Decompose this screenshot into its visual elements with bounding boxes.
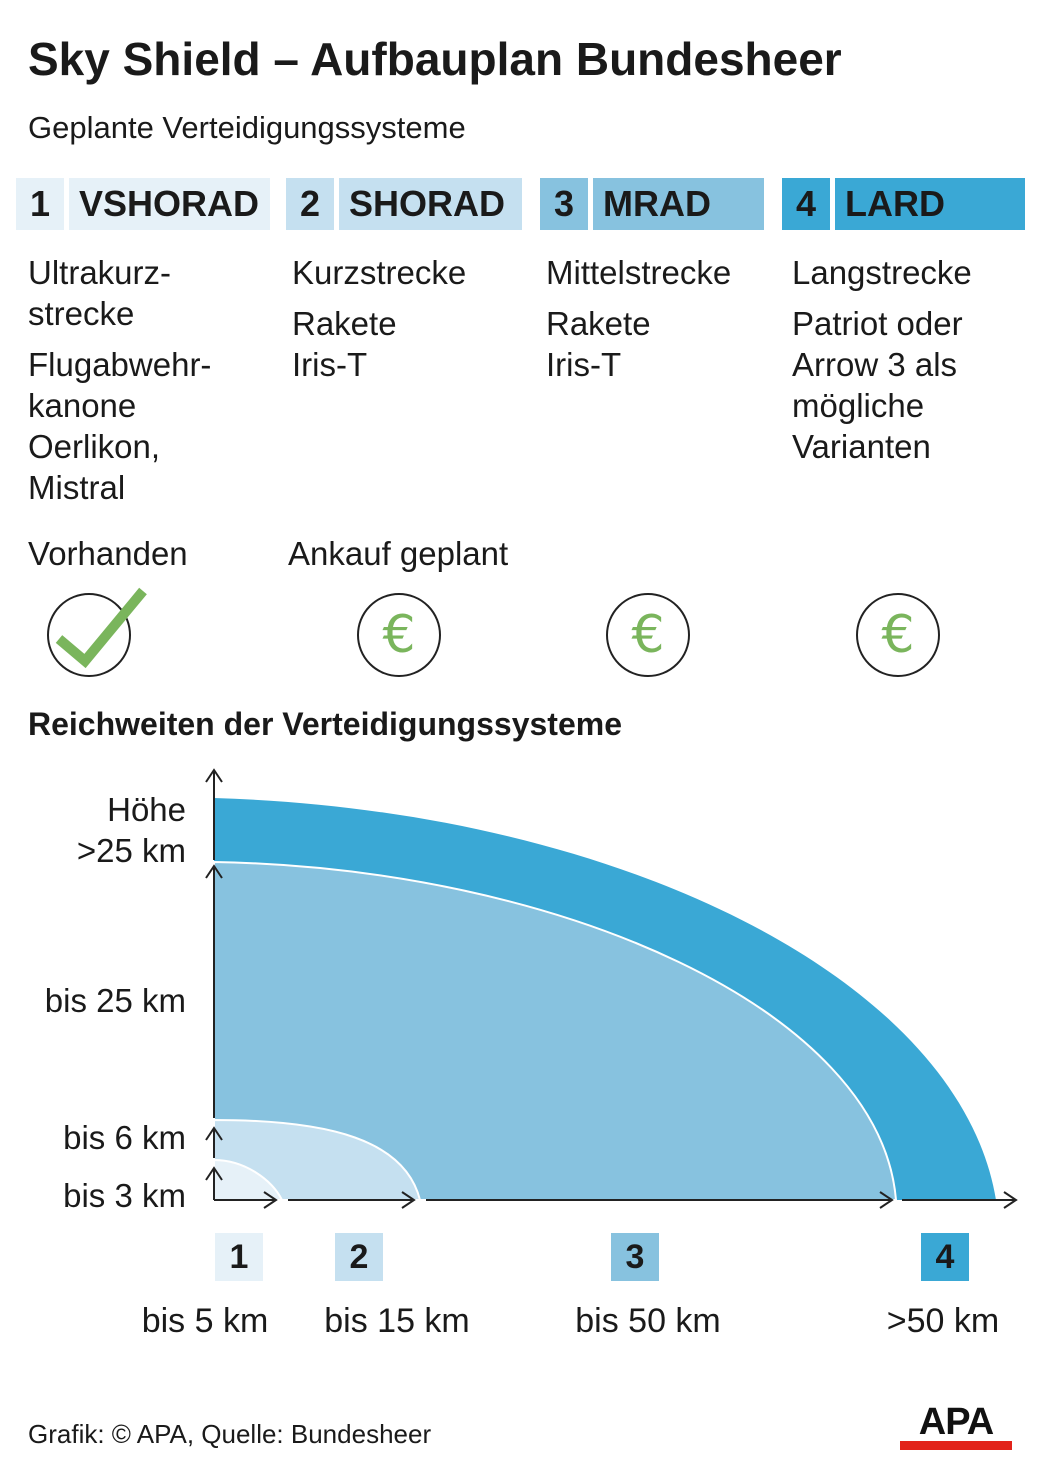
range-label-2: bis 15 km	[324, 1302, 470, 1340]
range-label-3: bis 50 km	[575, 1302, 721, 1340]
euro-symbol: €	[382, 605, 416, 665]
system-header-4: 4 LARD	[782, 178, 1025, 230]
weapons: Flugabwehr- kanone Oerlikon, Mistral	[28, 346, 212, 506]
system-name: LARD	[835, 178, 1025, 230]
system-number: 2	[286, 178, 334, 230]
range-class: Ultrakurz- strecke	[28, 254, 172, 332]
range-class: Kurzstrecke	[292, 254, 467, 291]
system-header-3: 3 MRAD	[540, 178, 764, 230]
height-label-4: Höhe >25 km	[76, 791, 186, 869]
euro-icon: €	[606, 593, 690, 677]
range-number-1: 1	[215, 1233, 263, 1281]
system-number: 1	[16, 178, 64, 230]
system-description-1: Ultrakurz- strecke Flugabwehr- kanone Oe…	[28, 252, 211, 508]
system-name: VSHORAD	[69, 178, 270, 230]
system-name: SHORAD	[339, 178, 522, 230]
range-section-title: Reichweiten der Verteidigungssysteme	[28, 706, 622, 742]
x-axis	[214, 1191, 1018, 1209]
weapons: Rakete Iris-T	[292, 305, 397, 383]
system-description-2: Kurzstrecke Rakete Iris-T	[292, 252, 466, 385]
page-title: Sky Shield – Aufbauplan Bundesheer	[28, 33, 842, 85]
height-label-1: bis 3 km	[63, 1177, 186, 1214]
apa-logo: APA	[900, 1401, 1012, 1450]
euro-icon: €	[357, 593, 441, 677]
check-mark	[55, 587, 147, 669]
system-name: MRAD	[593, 178, 764, 230]
euro-icon: €	[856, 593, 940, 677]
system-description-3: Mittelstrecke Rakete Iris-T	[546, 252, 731, 385]
check-icon	[47, 587, 147, 677]
apa-logo-text: APA	[918, 1401, 994, 1443]
range-area-1	[213, 1158, 284, 1201]
weapons: Patriot oder Arrow 3 als mögliche Varian…	[792, 305, 963, 465]
apa-logo-bar	[900, 1441, 1012, 1450]
range-number-2: 2	[335, 1233, 383, 1281]
range-diagram	[205, 768, 1018, 1209]
euro-symbol: €	[631, 605, 665, 665]
system-description-4: Langstrecke Patriot oder Arrow 3 als mög…	[792, 252, 972, 467]
range-label-1: bis 5 km	[141, 1302, 269, 1340]
status-existing: Vorhanden	[28, 535, 188, 572]
range-class: Mittelstrecke	[546, 254, 732, 291]
y-axis	[205, 768, 223, 1200]
system-header-2: 2 SHORAD	[286, 178, 522, 230]
page-subtitle: Geplante Verteidigungssysteme	[28, 110, 466, 145]
system-number: 4	[782, 178, 830, 230]
range-number-4: 4	[921, 1233, 969, 1281]
system-header-1: 1 VSHORAD	[16, 178, 270, 230]
range-area-3	[213, 860, 898, 1201]
weapons: Rakete Iris-T	[546, 305, 651, 383]
height-label-2: bis 6 km	[63, 1119, 186, 1156]
status-planned: Ankauf geplant	[288, 535, 509, 572]
height-label-3: bis 25 km	[44, 982, 186, 1019]
range-label-4: >50 km	[886, 1302, 1000, 1340]
range-class: Langstrecke	[792, 254, 972, 291]
source-credit: Grafik: © APA, Quelle: Bundesheer	[28, 1419, 432, 1449]
range-area-4	[214, 798, 996, 1200]
system-number: 3	[540, 178, 588, 230]
range-number-3: 3	[611, 1233, 659, 1281]
euro-symbol: €	[881, 605, 915, 665]
